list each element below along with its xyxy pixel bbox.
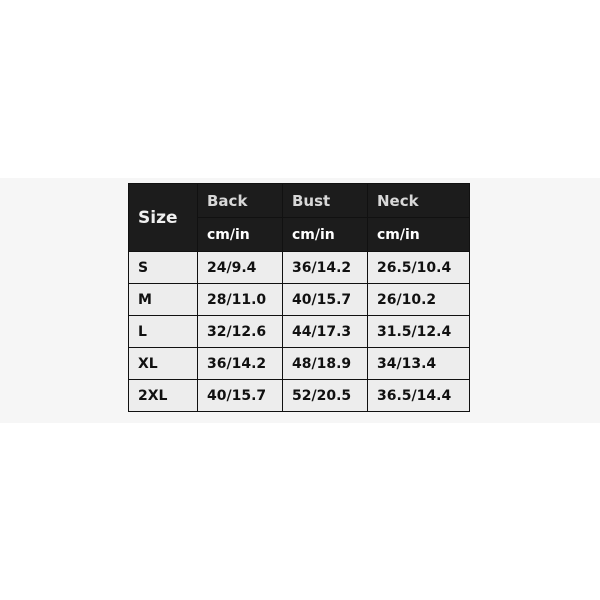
unit-label: cm/in xyxy=(197,217,283,252)
bust-cell: 40/15.7 xyxy=(282,283,368,316)
table-row: XL 36/14.2 48/18.9 34/13.4 xyxy=(128,347,470,380)
back-cell: 36/14.2 xyxy=(197,347,283,380)
neck-cell: 31.5/12.4 xyxy=(367,315,470,348)
bust-cell: 48/18.9 xyxy=(282,347,368,380)
table-row: L 32/12.6 44/17.3 31.5/12.4 xyxy=(128,315,470,348)
table-row: S 24/9.4 36/14.2 26.5/10.4 xyxy=(128,251,470,284)
back-cell: 28/11.0 xyxy=(197,283,283,316)
table-row: 2XL 40/15.7 52/20.5 36.5/14.4 xyxy=(128,379,470,412)
neck-cell: 34/13.4 xyxy=(367,347,470,380)
bust-cell: 52/20.5 xyxy=(282,379,368,412)
back-cell: 24/9.4 xyxy=(197,251,283,284)
neck-cell: 36.5/14.4 xyxy=(367,379,470,412)
back-cell: 40/15.7 xyxy=(197,379,283,412)
size-cell: S xyxy=(128,251,198,284)
bust-cell: 36/14.2 xyxy=(282,251,368,284)
neck-cell: 26.5/10.4 xyxy=(367,251,470,284)
bust-header: Bust xyxy=(282,183,368,218)
header-row: Size Back Bust Neck xyxy=(128,183,470,252)
unit-label: cm/in xyxy=(367,217,470,252)
size-cell: L xyxy=(128,315,198,348)
size-cell: XL xyxy=(128,347,198,380)
size-cell: M xyxy=(128,283,198,316)
unit-label: cm/in xyxy=(282,217,368,252)
back-header: Back xyxy=(197,183,283,218)
size-header: Size xyxy=(128,183,198,252)
unit-row: cm/in cm/in cm/in xyxy=(129,217,470,252)
neck-cell: 26/10.2 xyxy=(367,283,470,316)
back-cell: 32/12.6 xyxy=(197,315,283,348)
size-cell: 2XL xyxy=(128,379,198,412)
bust-cell: 44/17.3 xyxy=(282,315,368,348)
table-row: M 28/11.0 40/15.7 26/10.2 xyxy=(128,283,470,316)
neck-header: Neck xyxy=(367,183,470,218)
